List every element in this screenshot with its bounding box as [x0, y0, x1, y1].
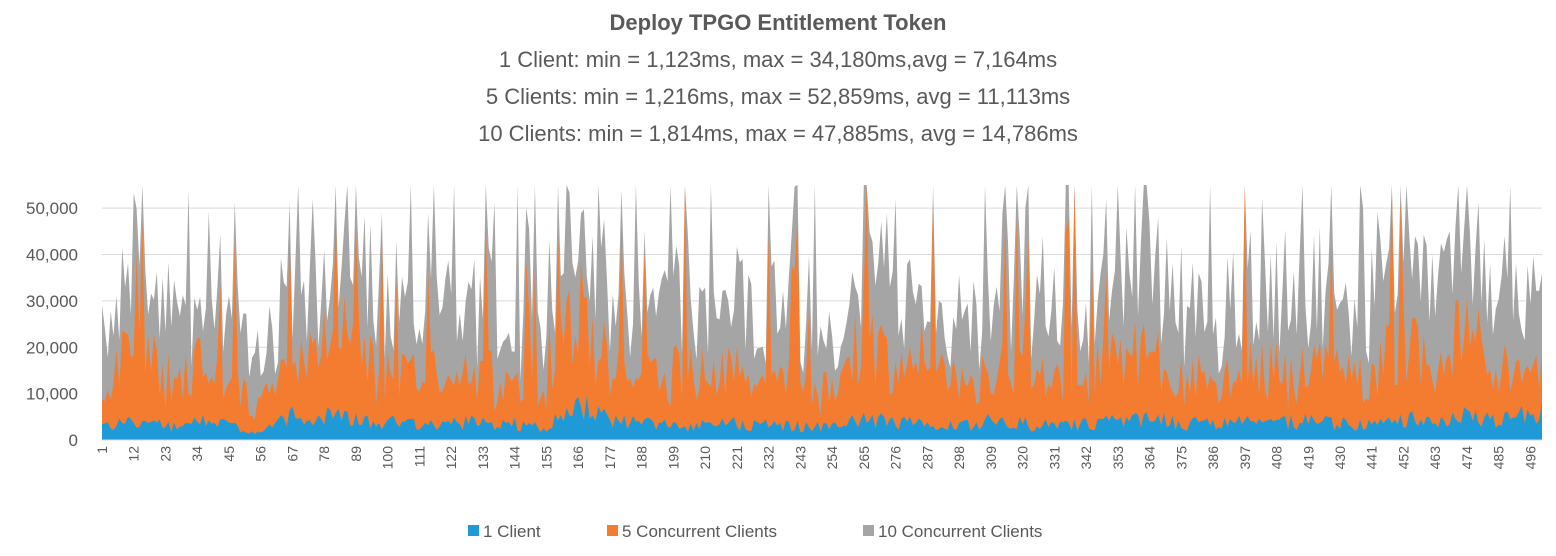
y-tick-label: 0 — [69, 431, 78, 450]
legend-label-1-client: 1 Client — [483, 522, 541, 541]
chart-subtitle-2: 5 Clients: min = 1,216ms, max = 52,859ms… — [486, 84, 1070, 109]
x-tick-label: 188 — [634, 446, 650, 470]
x-tick-label: 485 — [1491, 446, 1507, 470]
y-tick-label: 30,000 — [26, 292, 78, 311]
y-tick-label: 50,000 — [26, 199, 78, 218]
x-tick-label: 56 — [253, 446, 269, 462]
x-tick-label: 474 — [1459, 446, 1475, 470]
legend-item-10-concurrent-clients: 10 Concurrent Clients — [863, 522, 1042, 541]
x-tick-label: 89 — [348, 446, 364, 462]
x-tick-label: 441 — [1364, 446, 1380, 470]
x-tick-label: 287 — [919, 446, 935, 470]
x-tick-label: 496 — [1522, 446, 1538, 470]
legend-item-1-client: 1 Client — [468, 522, 541, 541]
x-tick-label: 353 — [1110, 446, 1126, 470]
x-tick-label: 221 — [729, 446, 745, 470]
legend-swatch-1-client — [468, 525, 479, 536]
legend: 1 Client 5 Concurrent Clients 10 Concurr… — [468, 522, 1042, 541]
x-tick-label: 100 — [380, 446, 396, 470]
x-tick-label: 166 — [570, 446, 586, 470]
x-tick-label: 133 — [475, 446, 491, 470]
plot-area — [102, 185, 1542, 440]
x-tick-label: 144 — [507, 446, 523, 470]
x-tick-label: 320 — [1015, 446, 1031, 470]
x-tick-label: 463 — [1427, 446, 1443, 470]
legend-swatch-10-concurrent-clients — [863, 525, 874, 536]
y-axis: 0 10,000 20,000 30,000 40,000 50,000 — [26, 199, 78, 450]
x-tick-label: 23 — [157, 446, 173, 462]
chart-subtitle-1: 1 Client: min = 1,123ms, max = 34,180ms,… — [499, 47, 1057, 72]
x-tick-label: 430 — [1332, 446, 1348, 470]
x-tick-label: 78 — [316, 446, 332, 462]
legend-label-5-concurrent-clients: 5 Concurrent Clients — [622, 522, 777, 541]
x-tick-label: 243 — [792, 446, 808, 470]
legend-swatch-5-concurrent-clients — [607, 525, 618, 536]
x-tick-label: 12 — [126, 446, 142, 462]
x-tick-label: 45 — [221, 446, 237, 462]
y-tick-label: 10,000 — [26, 385, 78, 404]
x-tick-label: 309 — [983, 446, 999, 470]
x-tick-label: 67 — [284, 446, 300, 462]
x-tick-label: 210 — [697, 446, 713, 470]
y-tick-label: 40,000 — [26, 246, 78, 265]
x-tick-label: 1 — [94, 446, 110, 454]
y-tick-label: 20,000 — [26, 338, 78, 357]
x-tick-label: 331 — [1046, 446, 1062, 470]
x-tick-label: 375 — [1173, 446, 1189, 470]
x-tick-label: 254 — [824, 446, 840, 470]
chart-subtitle-3: 10 Clients: min = 1,814ms, max = 47,885m… — [478, 121, 1078, 146]
x-axis: 1 12 23 34 45 56 67 78 89 100 111 122 133 144 155 166 17… — [94, 446, 1538, 470]
x-tick-label: 298 — [951, 446, 967, 470]
x-tick-label: 408 — [1269, 446, 1285, 470]
x-tick-label: 419 — [1300, 446, 1316, 470]
x-tick-label: 155 — [538, 446, 554, 470]
chart-title: Deploy TPGO Entitlement Token — [610, 10, 947, 35]
x-tick-label: 397 — [1237, 446, 1253, 470]
x-tick-label: 34 — [189, 446, 205, 462]
x-tick-label: 265 — [856, 446, 872, 470]
x-tick-label: 386 — [1205, 446, 1221, 470]
x-tick-label: 199 — [665, 446, 681, 470]
legend-label-10-concurrent-clients: 10 Concurrent Clients — [878, 522, 1042, 541]
x-tick-label: 111 — [411, 446, 427, 467]
legend-item-5-concurrent-clients: 5 Concurrent Clients — [607, 522, 777, 541]
x-tick-label: 232 — [761, 446, 777, 470]
x-tick-label: 364 — [1142, 446, 1158, 470]
series-area-1-client — [102, 395, 1542, 440]
series-area-5-concurrent-clients — [102, 185, 1542, 440]
x-tick-label: 177 — [602, 446, 618, 470]
x-tick-label: 342 — [1078, 446, 1094, 470]
x-tick-label: 122 — [443, 446, 459, 470]
x-tick-label: 276 — [888, 446, 904, 470]
x-tick-label: 452 — [1395, 446, 1411, 470]
